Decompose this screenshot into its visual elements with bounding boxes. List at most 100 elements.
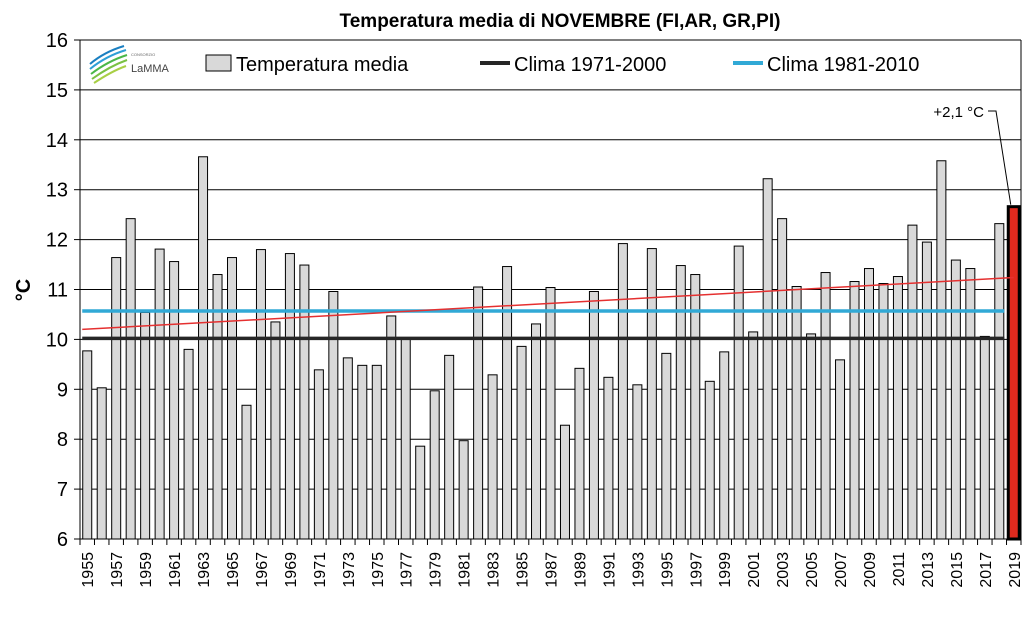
bar: [617, 243, 628, 540]
bar: [328, 290, 339, 540]
x-tick-label: 1977: [399, 552, 416, 588]
x-tick-label: 2003: [775, 552, 792, 588]
bar: [921, 241, 932, 540]
bar: [429, 390, 440, 540]
bar: [502, 266, 513, 540]
bar: [762, 178, 773, 540]
bar: [791, 286, 802, 540]
legend: Temperatura media Clima 1971-2000 Clima 19…: [205, 54, 919, 76]
x-tick-label: 1979: [428, 552, 445, 588]
bar: [777, 218, 788, 540]
lamma-logo: CONSORZIO LaMMA: [89, 45, 170, 84]
y-tick-label: 12: [46, 230, 68, 252]
legend-label: Clima 1971-2000: [514, 54, 666, 76]
chart-title: Temperatura media di NOVEMBRE (FI,AR, GR…: [340, 11, 781, 32]
x-tick-label: 2013: [920, 552, 937, 588]
bar: [111, 257, 122, 540]
x-tick-label: 1993: [630, 552, 647, 588]
bar: [574, 367, 585, 540]
bar: [531, 323, 542, 540]
bar: [255, 249, 266, 540]
bar: [675, 265, 686, 540]
x-tick-label: 1959: [138, 552, 155, 588]
bar: [169, 261, 180, 540]
x-tick-label: 1997: [688, 552, 705, 588]
bar: [950, 259, 961, 540]
bar: [646, 248, 657, 540]
bar: [733, 245, 744, 540]
bar: [994, 223, 1005, 540]
bar: [386, 315, 397, 540]
x-tick-label: 1957: [109, 552, 126, 588]
y-tick-label: 8: [57, 429, 68, 451]
bar: [835, 359, 846, 540]
bar: [212, 274, 223, 540]
x-tick-label: 1981: [457, 552, 474, 588]
y-tick-label: 6: [57, 529, 68, 551]
y-tick-label: 9: [57, 379, 68, 401]
x-tick-label: 2001: [746, 552, 763, 588]
trend-line: [82, 276, 1014, 331]
x-tick-label: 1985: [515, 552, 532, 588]
axes: [74, 39, 1022, 545]
bar: [198, 156, 209, 540]
x-tick-label: 1973: [341, 552, 358, 588]
bar: [227, 257, 238, 540]
bar: [806, 333, 817, 540]
bar: [559, 424, 570, 540]
bar: [400, 337, 411, 540]
bar: [299, 264, 310, 540]
bar: [603, 376, 614, 540]
bar: [748, 331, 759, 540]
bar: [936, 160, 947, 540]
y-tick-label: 11: [47, 280, 68, 302]
bar: [632, 384, 643, 540]
bar: [125, 218, 136, 540]
bar: [241, 404, 252, 540]
bar: [444, 354, 455, 540]
bar: [82, 350, 93, 540]
bar: [371, 364, 382, 540]
bar: [473, 286, 484, 540]
y-tick-label: 13: [46, 180, 68, 202]
x-tick-label: 2007: [833, 552, 850, 588]
y-tick-label: 10: [46, 329, 68, 351]
bar: [96, 387, 107, 540]
x-tick-labels: 1955 1957 1959 1961 1963 1965 1967 1969 1971 1973…: [80, 552, 1023, 588]
bar: [284, 253, 295, 540]
x-tick-label: 1961: [167, 552, 184, 588]
x-tick-label: 2015: [949, 552, 966, 588]
bar: [183, 348, 194, 540]
y-tick-labels: 6 7 8 9 10 11 12 13 14 15 16: [46, 30, 68, 551]
bar: [704, 380, 715, 540]
x-tick-label: 1975: [370, 552, 387, 588]
x-tick-label: 1965: [225, 552, 242, 588]
bar: [458, 440, 469, 540]
bar: [849, 281, 860, 540]
bar: [342, 357, 353, 540]
x-tick-label: 2005: [804, 552, 821, 588]
bar: [965, 268, 976, 540]
bars: [82, 156, 1021, 541]
highlight-bar: [1006, 205, 1021, 541]
bar: [154, 248, 165, 540]
legend-label: Clima 1981-2010: [767, 54, 919, 76]
x-tick-label: 1999: [717, 552, 734, 588]
y-tick-label: 14: [46, 130, 68, 152]
legend-label: Temperatura media: [236, 54, 409, 76]
x-tick-label: 1991: [601, 552, 618, 588]
y-axis-label: °C: [13, 279, 35, 301]
bar: [892, 276, 903, 540]
y-tick-label: 16: [46, 30, 68, 52]
bar: [979, 335, 990, 540]
annotation-leader-line: [988, 110, 1012, 205]
x-tick-label: 1987: [544, 552, 561, 588]
x-tick-label: 1995: [659, 552, 676, 588]
x-tick-label: 1963: [196, 552, 213, 588]
logo-brand-text: LaMMA: [131, 63, 170, 75]
x-tick-label: 1983: [486, 552, 503, 588]
x-tick-label: 2011: [891, 552, 908, 587]
x-tick-label: 1955: [80, 552, 97, 588]
